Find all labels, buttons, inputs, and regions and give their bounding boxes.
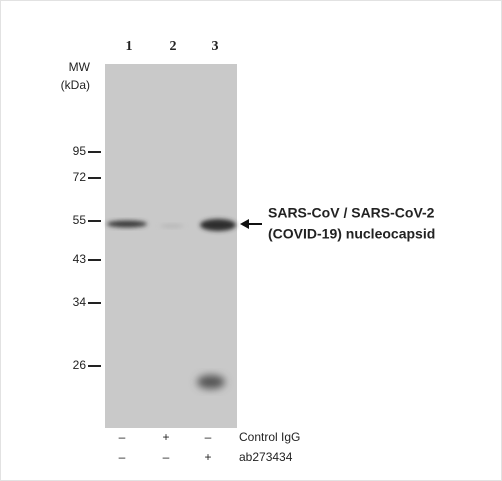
mw-label: (kDa) [61, 78, 90, 92]
annotation: (COVID-19) nucleocapsid [268, 226, 435, 242]
marker-label: 34 [73, 295, 87, 309]
lane-label: 1 [126, 39, 133, 54]
band [200, 219, 236, 231]
condition-sign: – [205, 430, 212, 444]
condition-label: Control IgG [239, 430, 300, 444]
condition-sign: – [119, 450, 126, 464]
lane-label: 3 [212, 39, 219, 54]
band [107, 220, 147, 228]
lane-labels: 1 2 3 [126, 39, 219, 54]
lane-label: 2 [170, 39, 177, 54]
blot-membrane [105, 64, 237, 428]
condition-sign: + [162, 430, 169, 444]
marker-label: 95 [73, 144, 87, 158]
annotation: SARS-CoV / SARS-CoV-2 [268, 205, 435, 221]
marker-label: 26 [73, 358, 87, 372]
condition-sign: – [163, 450, 170, 464]
band [197, 375, 225, 389]
condition-sign: – [119, 430, 126, 444]
marker-label: 43 [73, 252, 87, 266]
markers: 95 72 55 43 34 26 [73, 144, 101, 372]
marker-label: 72 [73, 170, 87, 184]
band [160, 224, 184, 228]
arrow-head [240, 219, 249, 229]
marker-label: 55 [73, 213, 87, 227]
conditions: – + – Control IgG – – + ab273434 [119, 430, 301, 464]
mw-label: MW [69, 60, 91, 74]
condition-sign: + [204, 450, 211, 464]
condition-label: ab273434 [239, 450, 293, 464]
